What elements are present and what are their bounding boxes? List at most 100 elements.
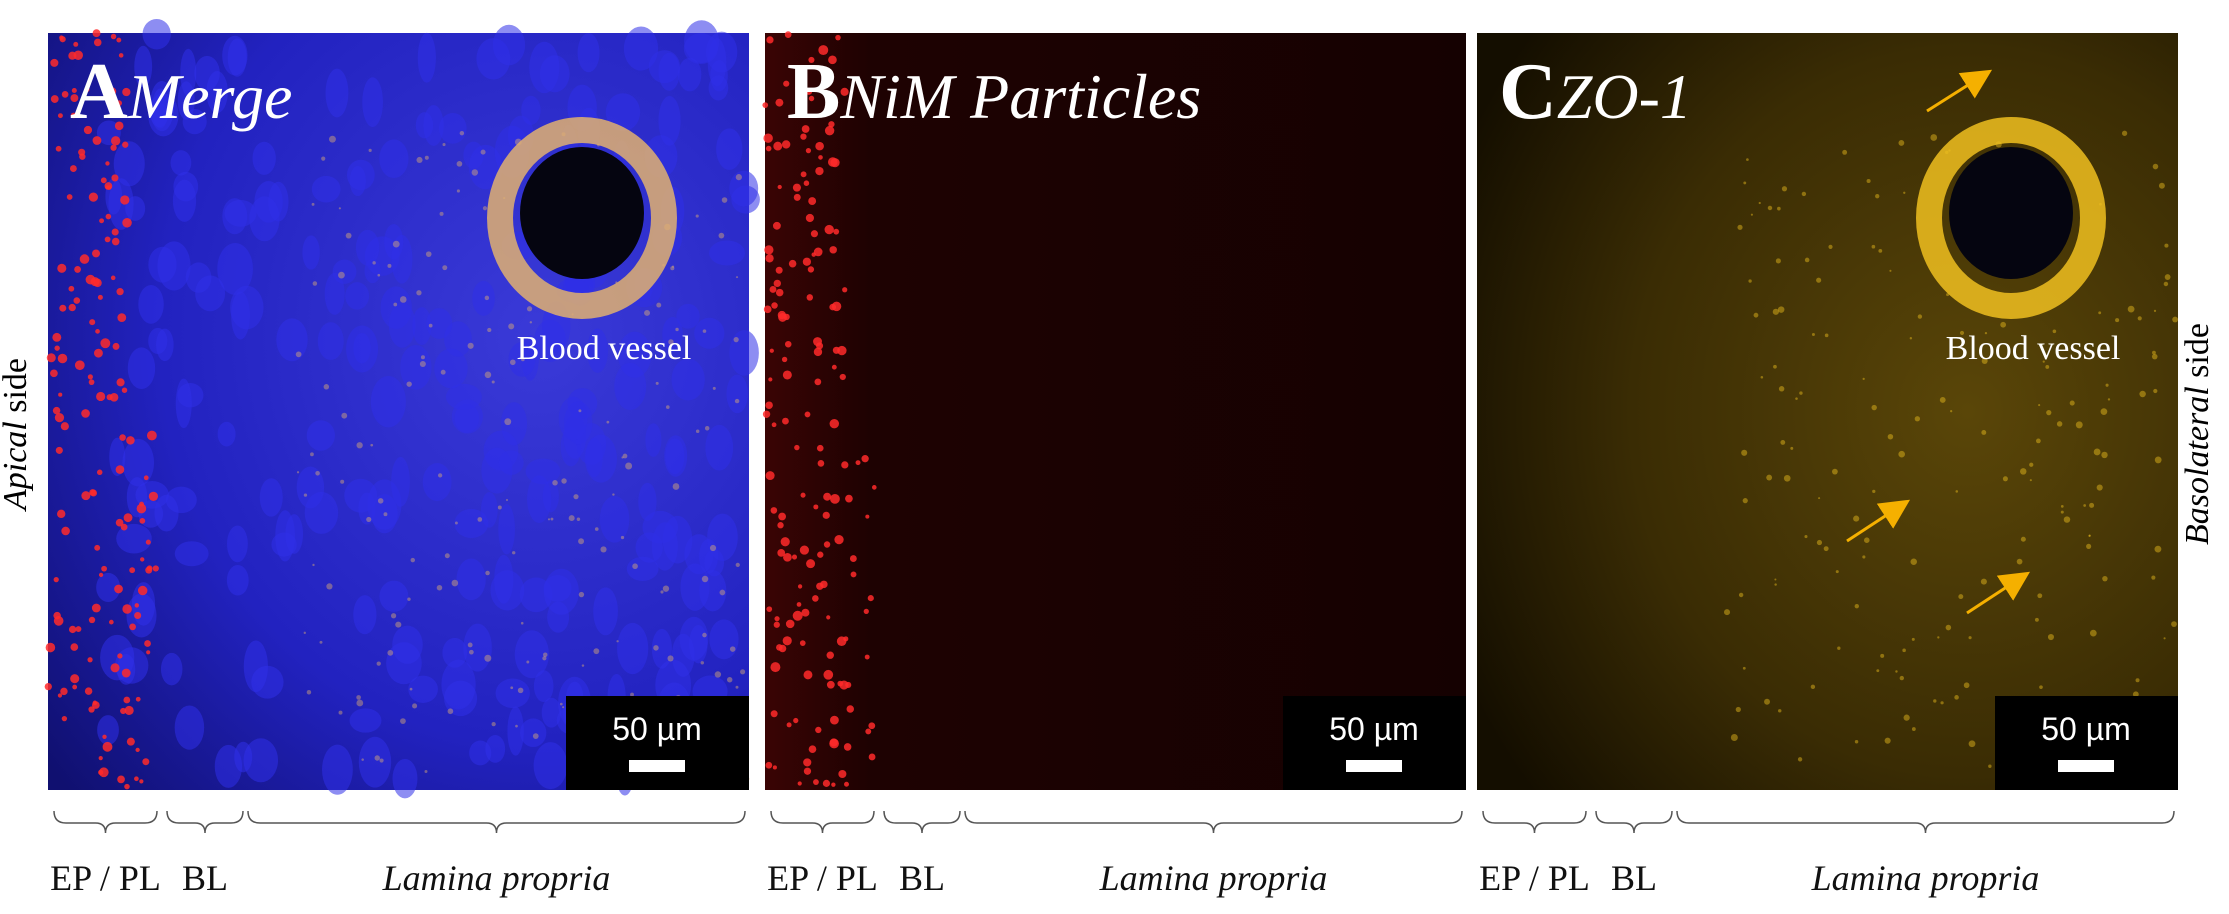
stain	[1854, 740, 1859, 744]
stain	[1939, 397, 1946, 403]
particle	[90, 489, 98, 497]
nucleus	[165, 486, 197, 514]
nucleus	[651, 628, 672, 669]
stain	[2089, 629, 2097, 637]
stain	[1804, 257, 1810, 263]
particle	[777, 184, 782, 190]
particle	[800, 171, 807, 178]
stain	[1742, 498, 1748, 504]
particle	[117, 313, 127, 322]
brace	[883, 810, 961, 834]
stain	[630, 692, 634, 697]
stain	[1799, 391, 1803, 395]
stain	[721, 197, 728, 203]
stain	[2154, 456, 2162, 464]
particle	[81, 491, 91, 501]
particle	[800, 133, 807, 140]
stain	[559, 702, 563, 706]
stain	[718, 232, 725, 239]
brace	[1482, 810, 1587, 834]
stain	[2135, 678, 2140, 683]
stain	[667, 655, 674, 662]
nucleus	[243, 640, 268, 693]
panel: CZO-1 Blood vessel 50 µm EP / PL BL Lamina pr…	[1477, 33, 2178, 898]
particle	[799, 640, 806, 646]
stain	[372, 261, 376, 265]
stain	[1954, 695, 1959, 700]
stain	[341, 412, 348, 419]
nucleus	[645, 423, 662, 457]
scale-box	[1283, 696, 1466, 790]
stain	[704, 426, 710, 431]
particle	[811, 252, 816, 257]
stain	[406, 381, 412, 387]
particle	[769, 348, 774, 353]
stain	[1832, 468, 1838, 475]
particle	[111, 174, 119, 182]
nucleus	[662, 515, 693, 564]
stain	[1746, 158, 1749, 161]
stain	[1910, 558, 1917, 565]
stain	[700, 661, 705, 665]
particle	[871, 485, 877, 490]
stain	[303, 493, 308, 497]
stain	[491, 380, 495, 384]
stain	[2164, 243, 2169, 248]
nucleus	[160, 652, 183, 686]
nucleus	[726, 374, 749, 414]
nucleus	[417, 32, 436, 83]
stain	[2153, 388, 2158, 394]
brace	[1595, 810, 1673, 834]
nucleus	[694, 317, 725, 349]
nucleus	[156, 328, 174, 362]
particle	[57, 509, 66, 519]
particle	[123, 513, 133, 523]
particle	[782, 636, 792, 646]
nucleus	[729, 170, 759, 207]
stain	[2115, 318, 2120, 323]
stain	[2088, 350, 2092, 354]
particle	[792, 610, 803, 621]
particle	[70, 674, 80, 684]
particle	[810, 230, 819, 238]
side-label-emph: Apical	[0, 421, 34, 512]
stain	[487, 327, 492, 333]
particle	[85, 87, 90, 92]
stain	[1774, 583, 1777, 586]
particle	[73, 50, 83, 61]
particle	[88, 379, 95, 386]
particle	[766, 606, 773, 613]
region-label: Lamina propria	[1811, 858, 2040, 898]
stain	[425, 251, 432, 257]
particle	[782, 370, 792, 380]
particle	[777, 549, 786, 557]
stain	[1980, 578, 1987, 585]
particle	[99, 218, 105, 224]
stain	[1823, 546, 1829, 552]
panel-heading: CZO-1	[1499, 48, 1692, 136]
stain	[2020, 536, 2026, 542]
stain	[1959, 330, 1965, 336]
stain	[1902, 648, 1906, 653]
nucleus	[508, 341, 536, 377]
stain	[361, 758, 364, 761]
stain	[2088, 534, 2091, 538]
particle	[119, 434, 126, 441]
stain	[1824, 333, 1829, 338]
stain	[303, 631, 306, 635]
particle	[785, 619, 795, 629]
arrow	[1846, 499, 1911, 543]
stain	[2152, 350, 2156, 355]
stain	[576, 517, 581, 522]
nucleus	[127, 347, 156, 390]
nucleus	[507, 706, 524, 756]
particle	[96, 469, 103, 475]
stain	[2151, 575, 2156, 580]
particle	[868, 722, 876, 730]
stain	[390, 613, 397, 619]
stain	[310, 452, 314, 457]
particle	[801, 608, 810, 617]
nucleus	[138, 284, 164, 324]
nucleus	[174, 541, 209, 567]
arrow	[1966, 571, 2031, 615]
